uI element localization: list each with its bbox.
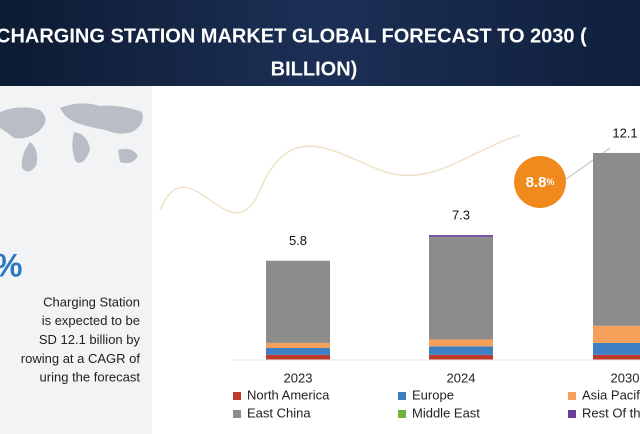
legend-swatch	[398, 410, 406, 418]
legend-swatch	[398, 392, 406, 400]
world-map	[0, 103, 143, 172]
bar-segment	[593, 153, 640, 326]
chart-title: CHARGING STATION MARKET GLOBAL FORECAST …	[0, 25, 587, 47]
bar-segment	[593, 342, 640, 355]
bar-segment	[266, 342, 330, 349]
chart-title: BILLION)	[271, 58, 358, 80]
panel-text: is expected to be	[42, 313, 140, 328]
legend-swatch	[568, 392, 576, 400]
legend-label: Asia Pacific	[582, 387, 640, 402]
bar-segment	[429, 235, 493, 237]
panel-text: uring the forecast	[40, 370, 141, 385]
bar-segment	[429, 346, 493, 355]
x-tick-label: 2023	[284, 370, 313, 385]
cagr-unit: %	[546, 177, 554, 187]
panel-text: SD 12.1 billion by	[39, 332, 141, 347]
decorative-curve	[159, 134, 521, 214]
bar-segment	[266, 260, 330, 343]
legend-label: Middle East	[412, 405, 480, 420]
legend-label: Europe	[412, 387, 454, 402]
x-tick-label: 2030	[611, 370, 640, 385]
bar-segment	[266, 354, 330, 360]
cagr-value: 8.8	[526, 174, 547, 191]
bar-segment	[593, 354, 640, 360]
headline: %	[0, 247, 22, 283]
total-label: 12.1	[612, 125, 637, 140]
panel-text: rowing at a CAGR of	[21, 351, 141, 366]
legend-swatch	[233, 392, 241, 400]
total-label: 7.3	[452, 208, 470, 223]
bar-segment	[593, 325, 640, 343]
legend-swatch	[568, 410, 576, 418]
total-label: 5.8	[289, 233, 307, 248]
bar-segment	[429, 236, 493, 340]
cagr-label: 8.8%	[526, 174, 555, 191]
x-tick-label: 2024	[447, 370, 476, 385]
title-band	[0, 0, 640, 86]
legend-label: East China	[247, 405, 311, 420]
legend-label: North America	[247, 387, 330, 402]
bar-segment	[429, 339, 493, 347]
panel-text: Charging Station	[43, 294, 140, 309]
bar-segment	[429, 354, 493, 360]
bar-segment	[266, 348, 330, 355]
legend-label: Rest Of the World	[582, 405, 640, 420]
legend-swatch	[233, 410, 241, 418]
cagr-circle	[514, 156, 566, 208]
